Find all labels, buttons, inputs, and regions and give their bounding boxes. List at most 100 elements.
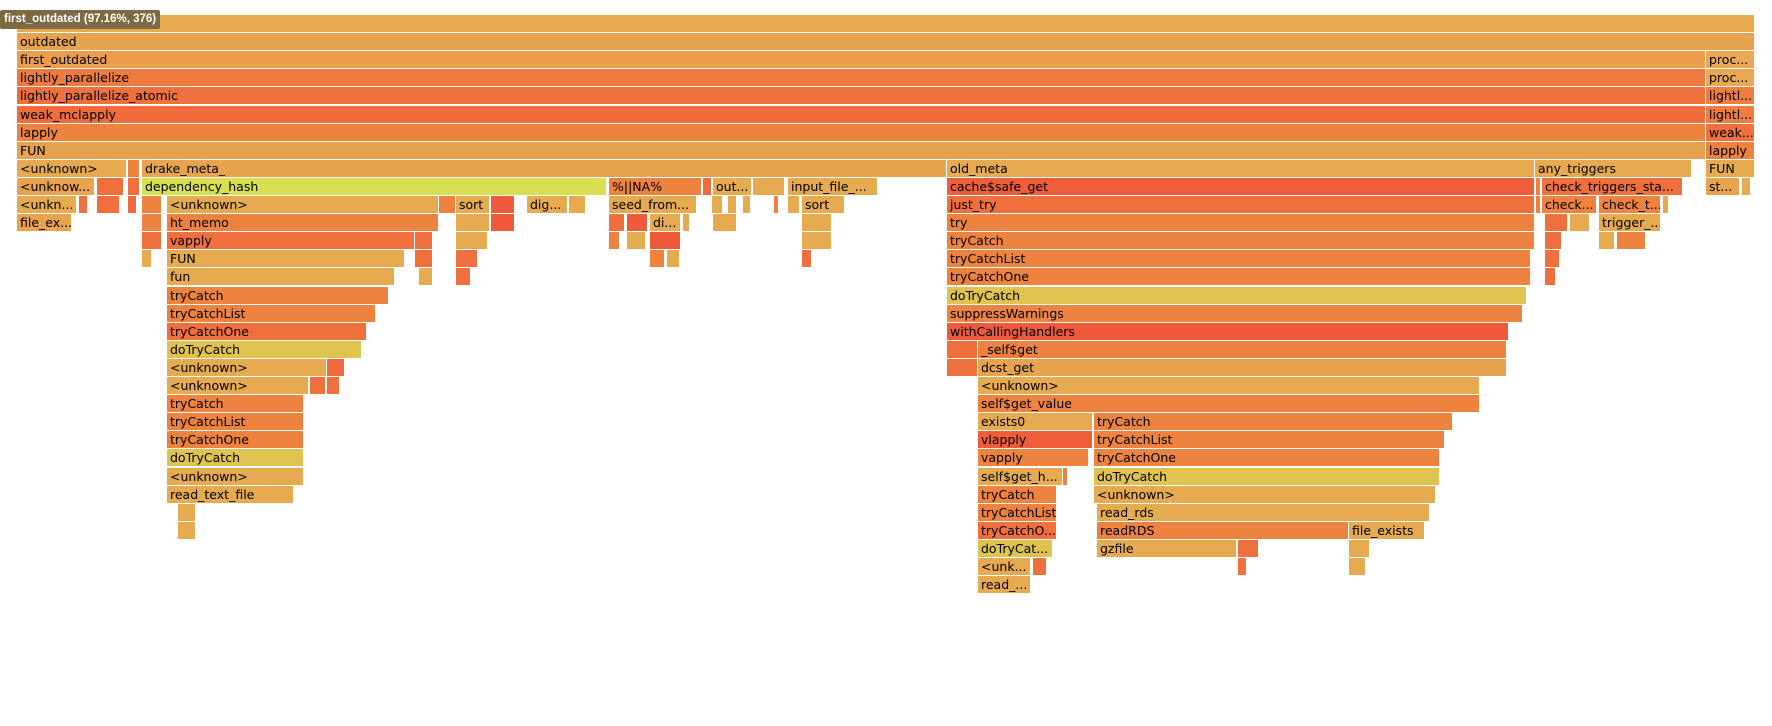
flame-frame[interactable]: suppressWarnings [947, 304, 1523, 322]
flame-frame[interactable]: tryCatchO... [978, 521, 1057, 539]
flame-frame[interactable] [310, 377, 326, 394]
flame-frame[interactable] [415, 250, 433, 268]
flame-frame[interactable]: doTryCat... [978, 539, 1053, 557]
flame-frame[interactable]: file_ex... [17, 214, 72, 232]
flame-frame[interactable]: proc... [1706, 69, 1755, 87]
flame-frame[interactable]: FUN [17, 141, 1706, 159]
flame-frame[interactable] [774, 196, 779, 213]
flame-frame[interactable]: tryCatch [1094, 413, 1453, 431]
flame-frame[interactable] [947, 340, 978, 358]
flame-frame[interactable]: tryCatchOne [947, 268, 1531, 286]
flame-frame[interactable]: weak... [1706, 123, 1755, 141]
flame-frame[interactable] [713, 214, 737, 232]
flame-frame[interactable]: first_outdated [17, 51, 1706, 69]
flame-frame[interactable]: doTryCatch [947, 286, 1527, 304]
flame-frame[interactable]: lightl... [1706, 87, 1755, 105]
flame-frame[interactable]: file_exists [1349, 521, 1425, 539]
flame-frame[interactable]: trigger_... [1599, 214, 1661, 232]
flame-frame[interactable]: gzfile [1097, 539, 1237, 557]
flame-frame[interactable]: tryCatchOne [167, 431, 304, 449]
flame-frame[interactable] [1238, 558, 1247, 575]
flame-frame[interactable] [703, 177, 712, 195]
flame-frame[interactable] [456, 250, 478, 268]
flame-frame[interactable]: doTryCatch [1094, 467, 1440, 485]
flame-frame[interactable]: <unknown> [167, 467, 304, 485]
flame-frame[interactable]: drake_meta_ [142, 159, 947, 177]
flame-frame[interactable]: FUN [1706, 159, 1755, 177]
flame-frame[interactable]: <unknown> [1094, 485, 1436, 503]
flame-frame[interactable] [1663, 196, 1669, 213]
flame-frame[interactable] [439, 196, 456, 213]
flame-frame[interactable]: self$get_h... [978, 467, 1063, 485]
flame-frame[interactable]: try [947, 214, 1535, 232]
flame-frame[interactable]: <unknow... [17, 177, 95, 195]
flame-frame[interactable]: tryCatchOne [167, 322, 367, 340]
flame-frame[interactable] [79, 196, 88, 213]
flame-frame[interactable]: <unknown> [167, 358, 327, 376]
flame-frame[interactable] [1545, 232, 1562, 250]
flame-frame[interactable] [650, 232, 681, 250]
flame-frame[interactable] [650, 250, 665, 268]
flame-frame[interactable] [788, 196, 800, 213]
flame-frame[interactable]: tryCatchList [1094, 431, 1445, 449]
flame-frame[interactable] [627, 232, 646, 250]
flame-frame[interactable]: st... [1706, 177, 1740, 195]
flame-frame[interactable] [128, 177, 140, 195]
flame-frame[interactable] [419, 268, 433, 286]
flame-frame[interactable]: doTryCatch [167, 449, 304, 467]
flame-frame[interactable] [1238, 539, 1259, 557]
flame-frame[interactable]: just_try [947, 196, 1535, 213]
flame-frame[interactable] [142, 196, 162, 213]
flame-frame[interactable]: lapply [17, 123, 1706, 141]
flame-frame[interactable] [456, 232, 488, 250]
flame-frame[interactable] [1349, 558, 1366, 575]
flame-frame[interactable]: tryCatchList [167, 413, 304, 431]
flame-frame[interactable]: dcst_get [978, 358, 1507, 376]
flame-frame[interactable] [1617, 232, 1646, 250]
flame-frame[interactable]: tryCatchOne [1094, 449, 1440, 467]
flame-frame[interactable] [1536, 196, 1541, 213]
flame-frame[interactable]: <unkn... [17, 196, 77, 213]
flame-frame[interactable]: dependency_hash [142, 177, 607, 195]
flame-frame[interactable]: %||NA% [609, 177, 702, 195]
flame-frame[interactable] [1742, 177, 1751, 195]
flame-frame[interactable] [753, 177, 785, 195]
flame-frame[interactable] [609, 214, 625, 232]
flame-frame[interactable] [178, 503, 196, 521]
flame-frame[interactable]: <unknown> [17, 159, 127, 177]
flame-frame[interactable]: tryCatch [167, 286, 389, 304]
flame-frame[interactable]: tryCatchList [978, 503, 1057, 521]
flame-frame[interactable] [97, 177, 124, 195]
flame-frame[interactable]: tryCatchList [167, 304, 376, 322]
flame-frame[interactable] [327, 358, 345, 376]
flame-frame[interactable] [947, 358, 978, 376]
flame-frame[interactable]: doTryCatch [167, 340, 362, 358]
flame-frame[interactable] [97, 196, 120, 213]
flame-frame[interactable]: <unknown> [167, 377, 309, 394]
flame-frame[interactable]: <unk... [978, 558, 1031, 575]
flame-frame[interactable] [491, 196, 515, 213]
flame-frame[interactable]: check... [1542, 196, 1597, 213]
flame-frame[interactable] [802, 214, 832, 232]
flame-frame[interactable]: check_triggers_sta... [1542, 177, 1683, 195]
flame-frame[interactable]: FUN [167, 250, 405, 268]
flame-frame[interactable] [415, 232, 433, 250]
flame-frame[interactable]: read_text_file [167, 485, 294, 503]
flame-frame[interactable]: cache$safe_get [947, 177, 1535, 195]
flame-frame[interactable] [456, 214, 490, 232]
flame-frame[interactable]: old_meta [947, 159, 1535, 177]
flame-frame[interactable]: outdated [17, 33, 1755, 51]
flame-frame[interactable]: fun [167, 268, 395, 286]
flame-frame[interactable]: seed_from... [609, 196, 697, 213]
flame-frame[interactable]: sort [802, 196, 845, 213]
flame-frame[interactable] [1545, 214, 1568, 232]
flame-frame[interactable] [802, 250, 812, 268]
flame-frame[interactable] [128, 159, 140, 177]
flame-frame[interactable] [142, 214, 162, 232]
flame-frame[interactable] [1545, 268, 1556, 286]
flame-frame[interactable]: tryCatchList [947, 250, 1531, 268]
flame-frame[interactable]: any_triggers [1535, 159, 1692, 177]
flame-frame[interactable]: lightl... [1706, 105, 1755, 123]
flame-frame[interactable]: lapply [1706, 141, 1755, 159]
flame-frame[interactable] [1033, 558, 1047, 575]
